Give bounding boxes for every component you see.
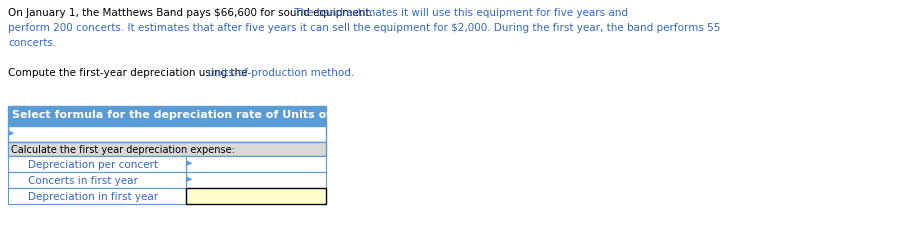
Text: Depreciation in first year: Depreciation in first year [28,191,158,201]
Text: units-of-production method.: units-of-production method. [208,68,354,78]
Bar [186,156,326,172]
Bar [186,172,326,188]
Text: The band estimates it will use this equipment for five years and: The band estimates it will use this equi… [291,8,628,18]
Bar [8,188,186,204]
Text: Calculate the first year depreciation expense:: Calculate the first year depreciation ex… [11,144,235,154]
Text: ▶: ▶ [187,175,193,181]
Bar [8,142,326,156]
Bar [8,107,326,127]
Bar [8,127,326,142]
Text: On January 1, the Matthews Band pays $66,600 for sound equipment.: On January 1, the Matthews Band pays $66… [8,8,373,18]
Bar [8,156,186,172]
Text: ▶: ▶ [9,130,14,136]
Text: Compute the first-year depreciation using the: Compute the first-year depreciation usin… [8,68,250,78]
Text: Concerts in first year: Concerts in first year [28,175,138,185]
Text: Select formula for the depreciation rate of Units of Production:: Select formula for the depreciation rate… [12,110,408,119]
Text: concerts.: concerts. [8,38,56,48]
Bar [186,188,326,204]
Text: Depreciation per concert: Depreciation per concert [28,159,158,169]
Bar [8,172,186,188]
Text: perform 200 concerts. It estimates that after five years it can sell the equipme: perform 200 concerts. It estimates that … [8,23,721,33]
Text: ▶: ▶ [187,159,193,165]
